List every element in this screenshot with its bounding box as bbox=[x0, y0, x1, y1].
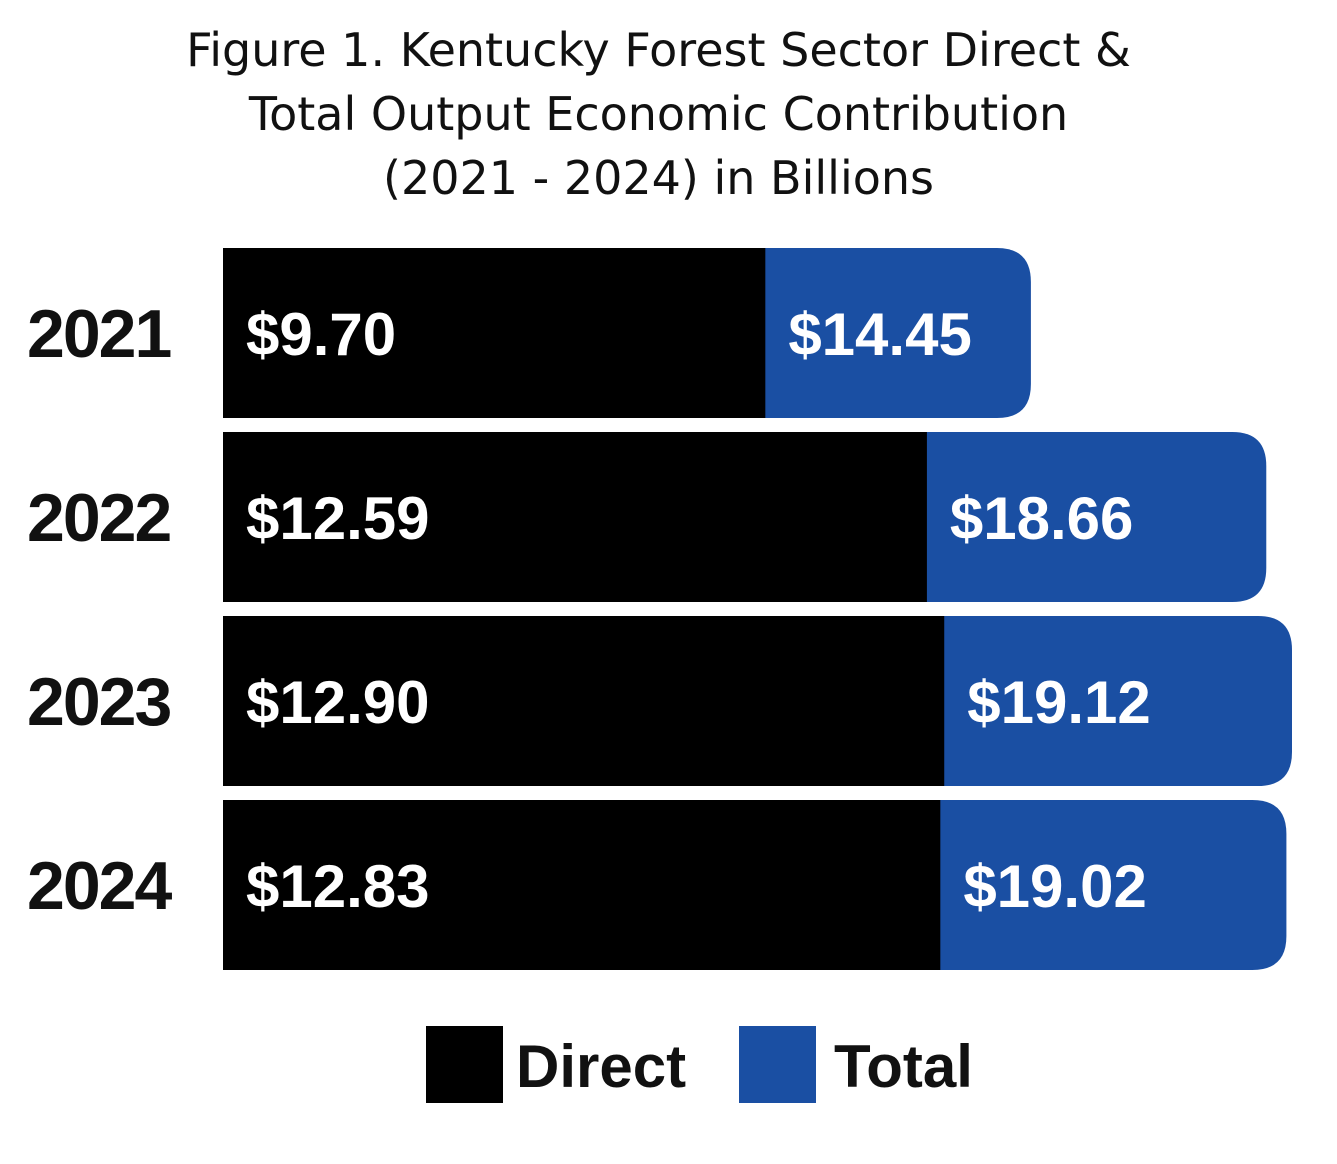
legend-swatch-direct bbox=[426, 1026, 503, 1103]
legend-label-direct: Direct bbox=[516, 1033, 686, 1100]
category-label-2021: 2021 bbox=[27, 296, 170, 372]
data-label-total-2022: $18.66 bbox=[950, 485, 1134, 552]
chart-title-line-1: Figure 1. Kentucky Forest Sector Direct … bbox=[186, 23, 1131, 77]
chart-title-line-3: (2021 - 2024) in Billions bbox=[383, 151, 934, 205]
data-label-total-2021: $14.45 bbox=[788, 301, 972, 368]
data-label-total-2023: $19.12 bbox=[967, 669, 1151, 736]
category-label-2024: 2024 bbox=[27, 848, 172, 924]
data-label-direct-2023: $12.90 bbox=[246, 669, 430, 736]
category-label-2023: 2023 bbox=[27, 664, 170, 740]
bar-direct-2022 bbox=[223, 432, 927, 602]
data-label-direct-2022: $12.59 bbox=[246, 485, 430, 552]
data-label-total-2024: $19.02 bbox=[963, 853, 1147, 920]
bar-direct-2021 bbox=[223, 248, 766, 418]
chart-title-line-2: Total Output Economic Contribution bbox=[248, 87, 1069, 141]
bars-group: 2021 $9.70 $14.45 2022 $12.59 $18.66 2023 $12.9… bbox=[27, 248, 1292, 970]
data-label-direct-2024: $12.83 bbox=[246, 853, 430, 920]
bar-direct-2024 bbox=[223, 800, 941, 970]
legend-swatch-total bbox=[739, 1026, 816, 1103]
chart-title: Figure 1. Kentucky Forest Sector Direct … bbox=[0, 18, 1317, 210]
legend: Direct Total bbox=[426, 1026, 973, 1103]
data-label-direct-2021: $9.70 bbox=[246, 301, 396, 368]
bar-direct-2023 bbox=[223, 616, 945, 786]
category-label-2022: 2022 bbox=[27, 480, 170, 556]
legend-label-total: Total bbox=[834, 1033, 973, 1100]
